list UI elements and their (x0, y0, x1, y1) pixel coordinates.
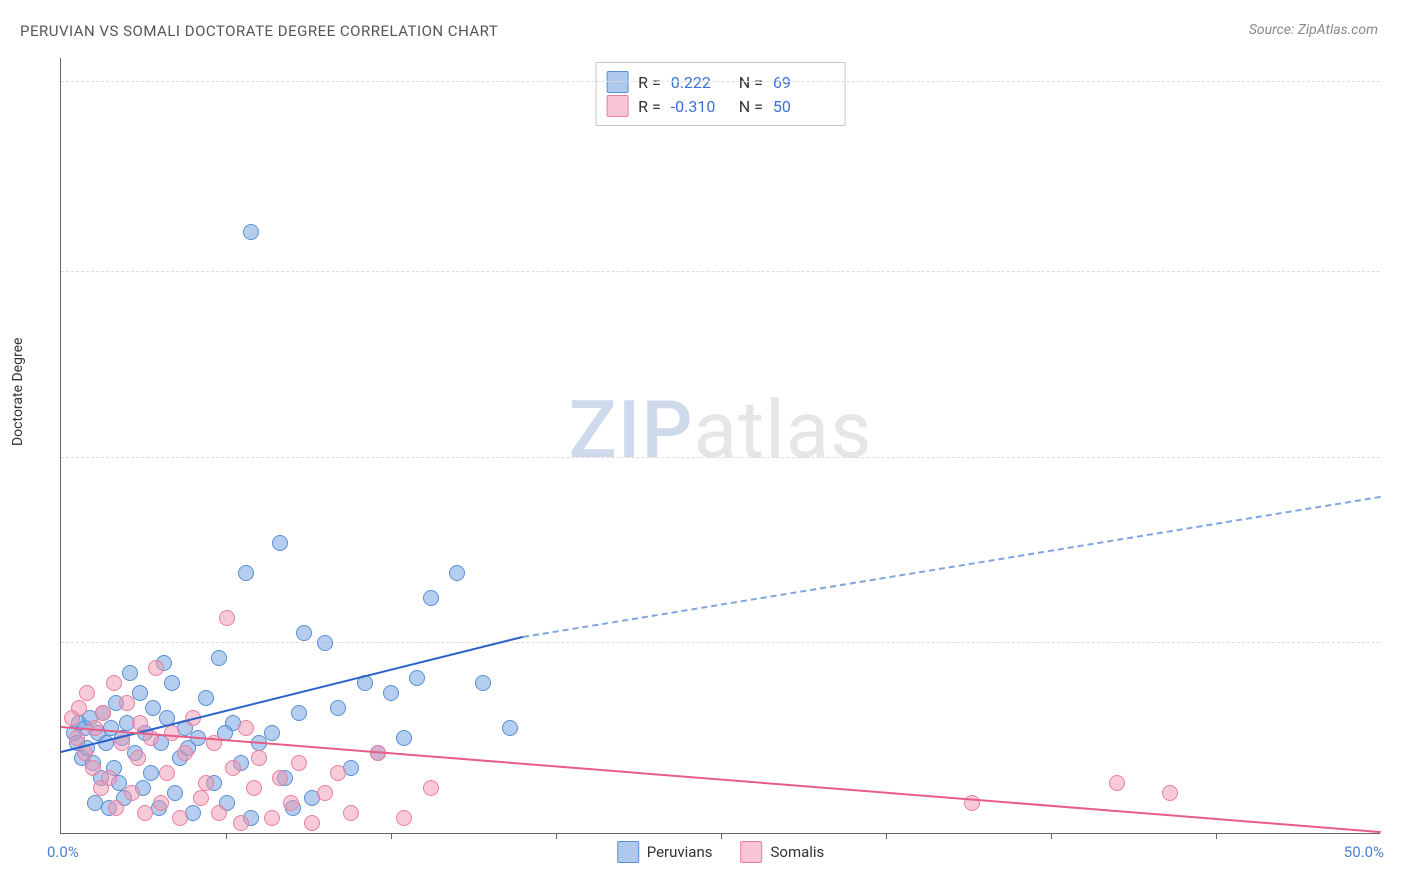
swatch-blue-icon (617, 841, 639, 863)
swatch-pink-icon (606, 95, 628, 117)
stat-label-r: R = (638, 97, 661, 116)
data-point (79, 685, 95, 701)
data-point (130, 750, 146, 766)
data-point (317, 785, 333, 801)
data-point (137, 805, 153, 821)
data-point (396, 810, 412, 826)
data-point (243, 224, 259, 240)
data-point (1109, 775, 1125, 791)
data-point (108, 800, 124, 816)
plot-area: ZIPatlas R = 0.222 N = 69 R = -0.310 N =… (60, 58, 1380, 834)
data-point (101, 770, 117, 786)
data-point (272, 770, 288, 786)
data-point (198, 775, 214, 791)
source-attribution: Source: ZipAtlas.com (1249, 22, 1378, 38)
data-point (85, 760, 101, 776)
data-point (148, 660, 164, 676)
correlation-stats-box: R = 0.222 N = 69 R = -0.310 N = 50 (595, 62, 846, 126)
data-point (164, 675, 180, 691)
legend-label: Somalis (770, 843, 824, 861)
regression-line-peruvians (61, 636, 523, 753)
x-tick (391, 833, 392, 839)
data-point (124, 785, 140, 801)
stat-label-n: N = (739, 97, 763, 116)
x-tick (721, 833, 722, 839)
data-point (423, 590, 439, 606)
data-point (238, 720, 254, 736)
data-point (330, 700, 346, 716)
data-point (291, 755, 307, 771)
data-point (383, 685, 399, 701)
data-point (119, 695, 135, 711)
data-point (233, 815, 249, 831)
data-point (283, 795, 299, 811)
watermark: ZIPatlas (569, 383, 873, 477)
data-point (153, 795, 169, 811)
x-tick (886, 833, 887, 839)
data-point (225, 760, 241, 776)
series-legend: Peruvians Somalis (617, 841, 825, 863)
data-point (1162, 785, 1178, 801)
data-point (211, 650, 227, 666)
x-tick (226, 833, 227, 839)
data-point (106, 675, 122, 691)
data-point (264, 810, 280, 826)
data-point (198, 690, 214, 706)
gridline (61, 642, 1380, 643)
data-point (132, 685, 148, 701)
legend-item-somalis: Somalis (740, 841, 824, 863)
swatch-pink-icon (740, 841, 762, 863)
data-point (246, 780, 262, 796)
data-point (304, 815, 320, 831)
data-point (238, 565, 254, 581)
data-point (193, 790, 209, 806)
y-axis-label: Doctorate Degree (10, 338, 26, 446)
data-point (343, 805, 359, 821)
data-point (330, 765, 346, 781)
chart-title: PERUVIAN VS SOMALI DOCTORATE DEGREE CORR… (20, 22, 498, 40)
data-point (122, 665, 138, 681)
data-point (296, 625, 312, 641)
data-point (423, 780, 439, 796)
data-point (172, 810, 188, 826)
x-tick (1051, 833, 1052, 839)
data-point (317, 635, 333, 651)
stat-value-r-somalis: -0.310 (671, 97, 729, 116)
data-point (177, 745, 193, 761)
legend-item-peruvians: Peruvians (617, 841, 713, 863)
data-point (475, 675, 491, 691)
legend-label: Peruvians (647, 843, 713, 861)
data-point (95, 705, 111, 721)
gridline (61, 457, 1380, 458)
x-axis-max-label: 50.0% (1344, 843, 1384, 861)
x-tick (1216, 833, 1217, 839)
x-tick (556, 833, 557, 839)
data-point (251, 750, 267, 766)
data-point (219, 610, 235, 626)
stats-row-somalis: R = -0.310 N = 50 (606, 95, 831, 117)
x-axis-origin-label: 0.0% (47, 843, 79, 861)
data-point (167, 785, 183, 801)
regression-line-peruvians-extrapolated (523, 496, 1381, 638)
gridline (61, 271, 1380, 272)
data-point (396, 730, 412, 746)
data-point (143, 765, 159, 781)
data-point (132, 715, 148, 731)
data-point (409, 670, 425, 686)
data-point (264, 725, 280, 741)
data-point (291, 705, 307, 721)
data-point (69, 730, 85, 746)
data-point (71, 700, 87, 716)
data-point (449, 565, 465, 581)
data-point (164, 725, 180, 741)
data-point (272, 535, 288, 551)
data-point (211, 805, 227, 821)
data-point (159, 765, 175, 781)
data-point (502, 720, 518, 736)
stat-value-n-somalis: 50 (773, 97, 831, 116)
gridline (61, 81, 1380, 82)
